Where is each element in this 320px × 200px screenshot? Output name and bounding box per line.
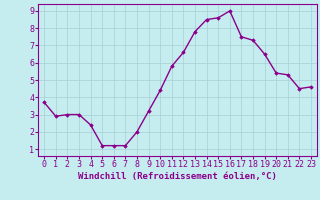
X-axis label: Windchill (Refroidissement éolien,°C): Windchill (Refroidissement éolien,°C): [78, 172, 277, 181]
